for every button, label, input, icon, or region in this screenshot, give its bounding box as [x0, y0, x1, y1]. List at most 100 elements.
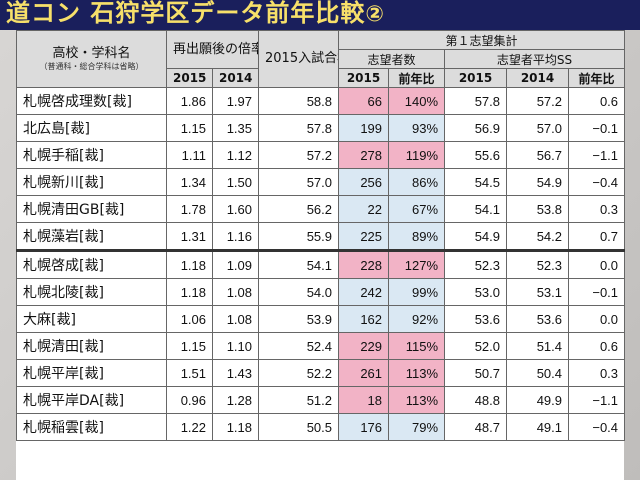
cell-avg-ss-2014: 50.4	[506, 359, 570, 387]
cell-avg-ss-yoy: 0.0	[568, 305, 626, 333]
cell-avg-ss-2015: 53.0	[444, 278, 508, 306]
header-applicants-avg-ss: 志望者平均SS	[444, 49, 626, 69]
cell-avg-ss-2015: 48.8	[444, 386, 508, 414]
header-apps-2015: 2015	[338, 68, 390, 88]
cell-avg-ss-2015: 57.8	[444, 87, 508, 115]
cell-school-name: 札幌新川[裁]	[16, 168, 167, 196]
header-ratio-2015: 2015	[166, 68, 213, 88]
table-row: 札幌手稲[裁] 1.11 1.12 57.2 278 119% 55.6 56.7 −1.1	[16, 141, 626, 169]
header-first-choice: 第１志望集計	[338, 30, 626, 50]
cell-applicants-2015: 22	[338, 195, 390, 223]
cell-school-name: 札幌啓成[裁]	[16, 249, 167, 279]
cell-avg-ss-2014: 52.3	[506, 249, 570, 279]
cell-avg-ss-2015: 50.7	[444, 359, 508, 387]
cell-avg-ss-2014: 56.7	[506, 141, 570, 169]
cell-ratio-2014: 1.50	[211, 168, 260, 196]
cell-avg-ss-yoy: −0.4	[568, 413, 626, 441]
cell-applicants-2015: 229	[338, 332, 390, 360]
cell-ratio-2015: 0.96	[166, 386, 213, 414]
table-row: 札幌藻岩[裁] 1.31 1.16 55.9 225 89% 54.9 54.2 0.7	[16, 222, 626, 251]
cell-avg-ss-yoy: −1.1	[568, 141, 626, 169]
cell-pass-avg-ss: 54.0	[258, 278, 340, 306]
cell-ratio-2015: 1.15	[166, 114, 213, 142]
cell-ratio-2015: 1.34	[166, 168, 213, 196]
header-school-note: （普通科・総合学科は省略）	[39, 62, 144, 71]
cell-applicants-2015: 162	[338, 305, 390, 333]
header-ratio: 再出願後の倍率（最終）	[165, 30, 260, 69]
header-school-label: 高校・学科名	[52, 46, 131, 61]
cell-avg-ss-2015: 52.0	[444, 332, 508, 360]
cell-pass-avg-ss: 54.1	[258, 249, 340, 279]
cell-ratio-2015: 1.11	[166, 141, 213, 169]
cell-avg-ss-2015: 54.5	[444, 168, 508, 196]
cell-school-name: 札幌北陵[裁]	[16, 278, 167, 306]
cell-avg-ss-2014: 54.9	[506, 168, 570, 196]
cell-avg-ss-yoy: 0.6	[568, 87, 626, 115]
cell-applicants-yoy: 140%	[388, 87, 446, 115]
cell-applicants-2015: 225	[338, 222, 390, 251]
cell-school-name: 札幌稲雲[裁]	[16, 413, 167, 441]
cell-ratio-2014: 1.28	[211, 386, 260, 414]
cell-avg-ss-2015: 53.6	[444, 305, 508, 333]
cell-applicants-yoy: 115%	[388, 332, 446, 360]
cell-ratio-2014: 1.18	[211, 413, 260, 441]
table-row: 札幌清田[裁] 1.15 1.10 52.4 229 115% 52.0 51.4 0.6	[16, 332, 626, 360]
cell-applicants-2015: 242	[338, 278, 390, 306]
table-row: 大麻[裁] 1.06 1.08 53.9 162 92% 53.6 53.6 0.0	[16, 305, 626, 333]
cell-avg-ss-yoy: 0.3	[568, 359, 626, 387]
table-row: 札幌新川[裁] 1.34 1.50 57.0 256 86% 54.5 54.9 −0.4	[16, 168, 626, 196]
cell-school-name: 札幌清田GB[裁]	[16, 195, 167, 223]
cell-ratio-2014: 1.43	[211, 359, 260, 387]
cell-applicants-2015: 18	[338, 386, 390, 414]
cell-school-name: 札幌手稲[裁]	[16, 141, 167, 169]
cell-ratio-2014: 1.60	[211, 195, 260, 223]
cell-avg-ss-2014: 57.0	[506, 114, 570, 142]
cell-pass-avg-ss: 58.8	[258, 87, 340, 115]
table-row: 札幌啓成[裁] 1.18 1.09 54.1 228 127% 52.3 52.3 0.0	[16, 249, 626, 279]
cell-ratio-2014: 1.08	[211, 305, 260, 333]
cell-pass-avg-ss: 55.9	[258, 222, 340, 251]
cell-avg-ss-2014: 53.6	[506, 305, 570, 333]
cell-avg-ss-2014: 57.2	[506, 87, 570, 115]
table-row: 北広島[裁] 1.15 1.35 57.8 199 93% 56.9 57.0 −0.1	[16, 114, 626, 142]
cell-avg-ss-yoy: −1.1	[568, 386, 626, 414]
header-applicants: 志望者数	[338, 49, 446, 69]
cell-ratio-2014: 1.09	[211, 249, 260, 279]
cell-pass-avg-ss: 56.2	[258, 195, 340, 223]
cell-school-name: 札幌清田[裁]	[16, 332, 167, 360]
cell-applicants-yoy: 113%	[388, 386, 446, 414]
cell-applicants-yoy: 89%	[388, 222, 446, 251]
cell-ratio-2015: 1.06	[166, 305, 213, 333]
cell-avg-ss-2014: 51.4	[506, 332, 570, 360]
cell-ratio-2015: 1.15	[166, 332, 213, 360]
cell-applicants-yoy: 119%	[388, 141, 446, 169]
header-ss-2015: 2015	[444, 68, 508, 88]
header-ss-2014: 2014	[506, 68, 570, 88]
cell-pass-avg-ss: 57.8	[258, 114, 340, 142]
cell-applicants-yoy: 99%	[388, 278, 446, 306]
cell-ratio-2015: 1.51	[166, 359, 213, 387]
cell-school-name: 札幌啓成理数[裁]	[16, 87, 167, 115]
header-ratio-2014: 2014	[211, 68, 260, 88]
cell-avg-ss-2014: 53.8	[506, 195, 570, 223]
header-apps-yoy: 前年比	[388, 68, 446, 88]
cell-avg-ss-yoy: 0.6	[568, 332, 626, 360]
title-circled-number: ②	[365, 2, 385, 27]
comparison-table: 高校・学科名 （普通科・総合学科は省略） 再出願後の倍率（最終） 2015入試合…	[16, 30, 626, 441]
table-row: 札幌啓成理数[裁] 1.86 1.97 58.8 66 140% 57.8 57.2 0.6	[16, 87, 626, 115]
cell-applicants-yoy: 113%	[388, 359, 446, 387]
cell-pass-avg-ss: 57.0	[258, 168, 340, 196]
title-band: 道コン 石狩学区データ前年比較②	[0, 0, 640, 30]
cell-pass-avg-ss: 53.9	[258, 305, 340, 333]
cell-school-name: 大麻[裁]	[16, 305, 167, 333]
cell-pass-avg-ss: 52.4	[258, 332, 340, 360]
cell-school-name: 札幌平岸DA[裁]	[16, 386, 167, 414]
cell-avg-ss-2014: 53.1	[506, 278, 570, 306]
cell-school-name: 札幌藻岩[裁]	[16, 222, 167, 251]
cell-avg-ss-yoy: −0.1	[568, 278, 626, 306]
table-row: 札幌稲雲[裁] 1.22 1.18 50.5 176 79% 48.7 49.1 −0.4	[16, 413, 626, 441]
cell-avg-ss-2014: 54.2	[506, 222, 570, 251]
cell-applicants-yoy: 92%	[388, 305, 446, 333]
page-title: 道コン 石狩学区データ前年比較②	[6, 0, 426, 30]
